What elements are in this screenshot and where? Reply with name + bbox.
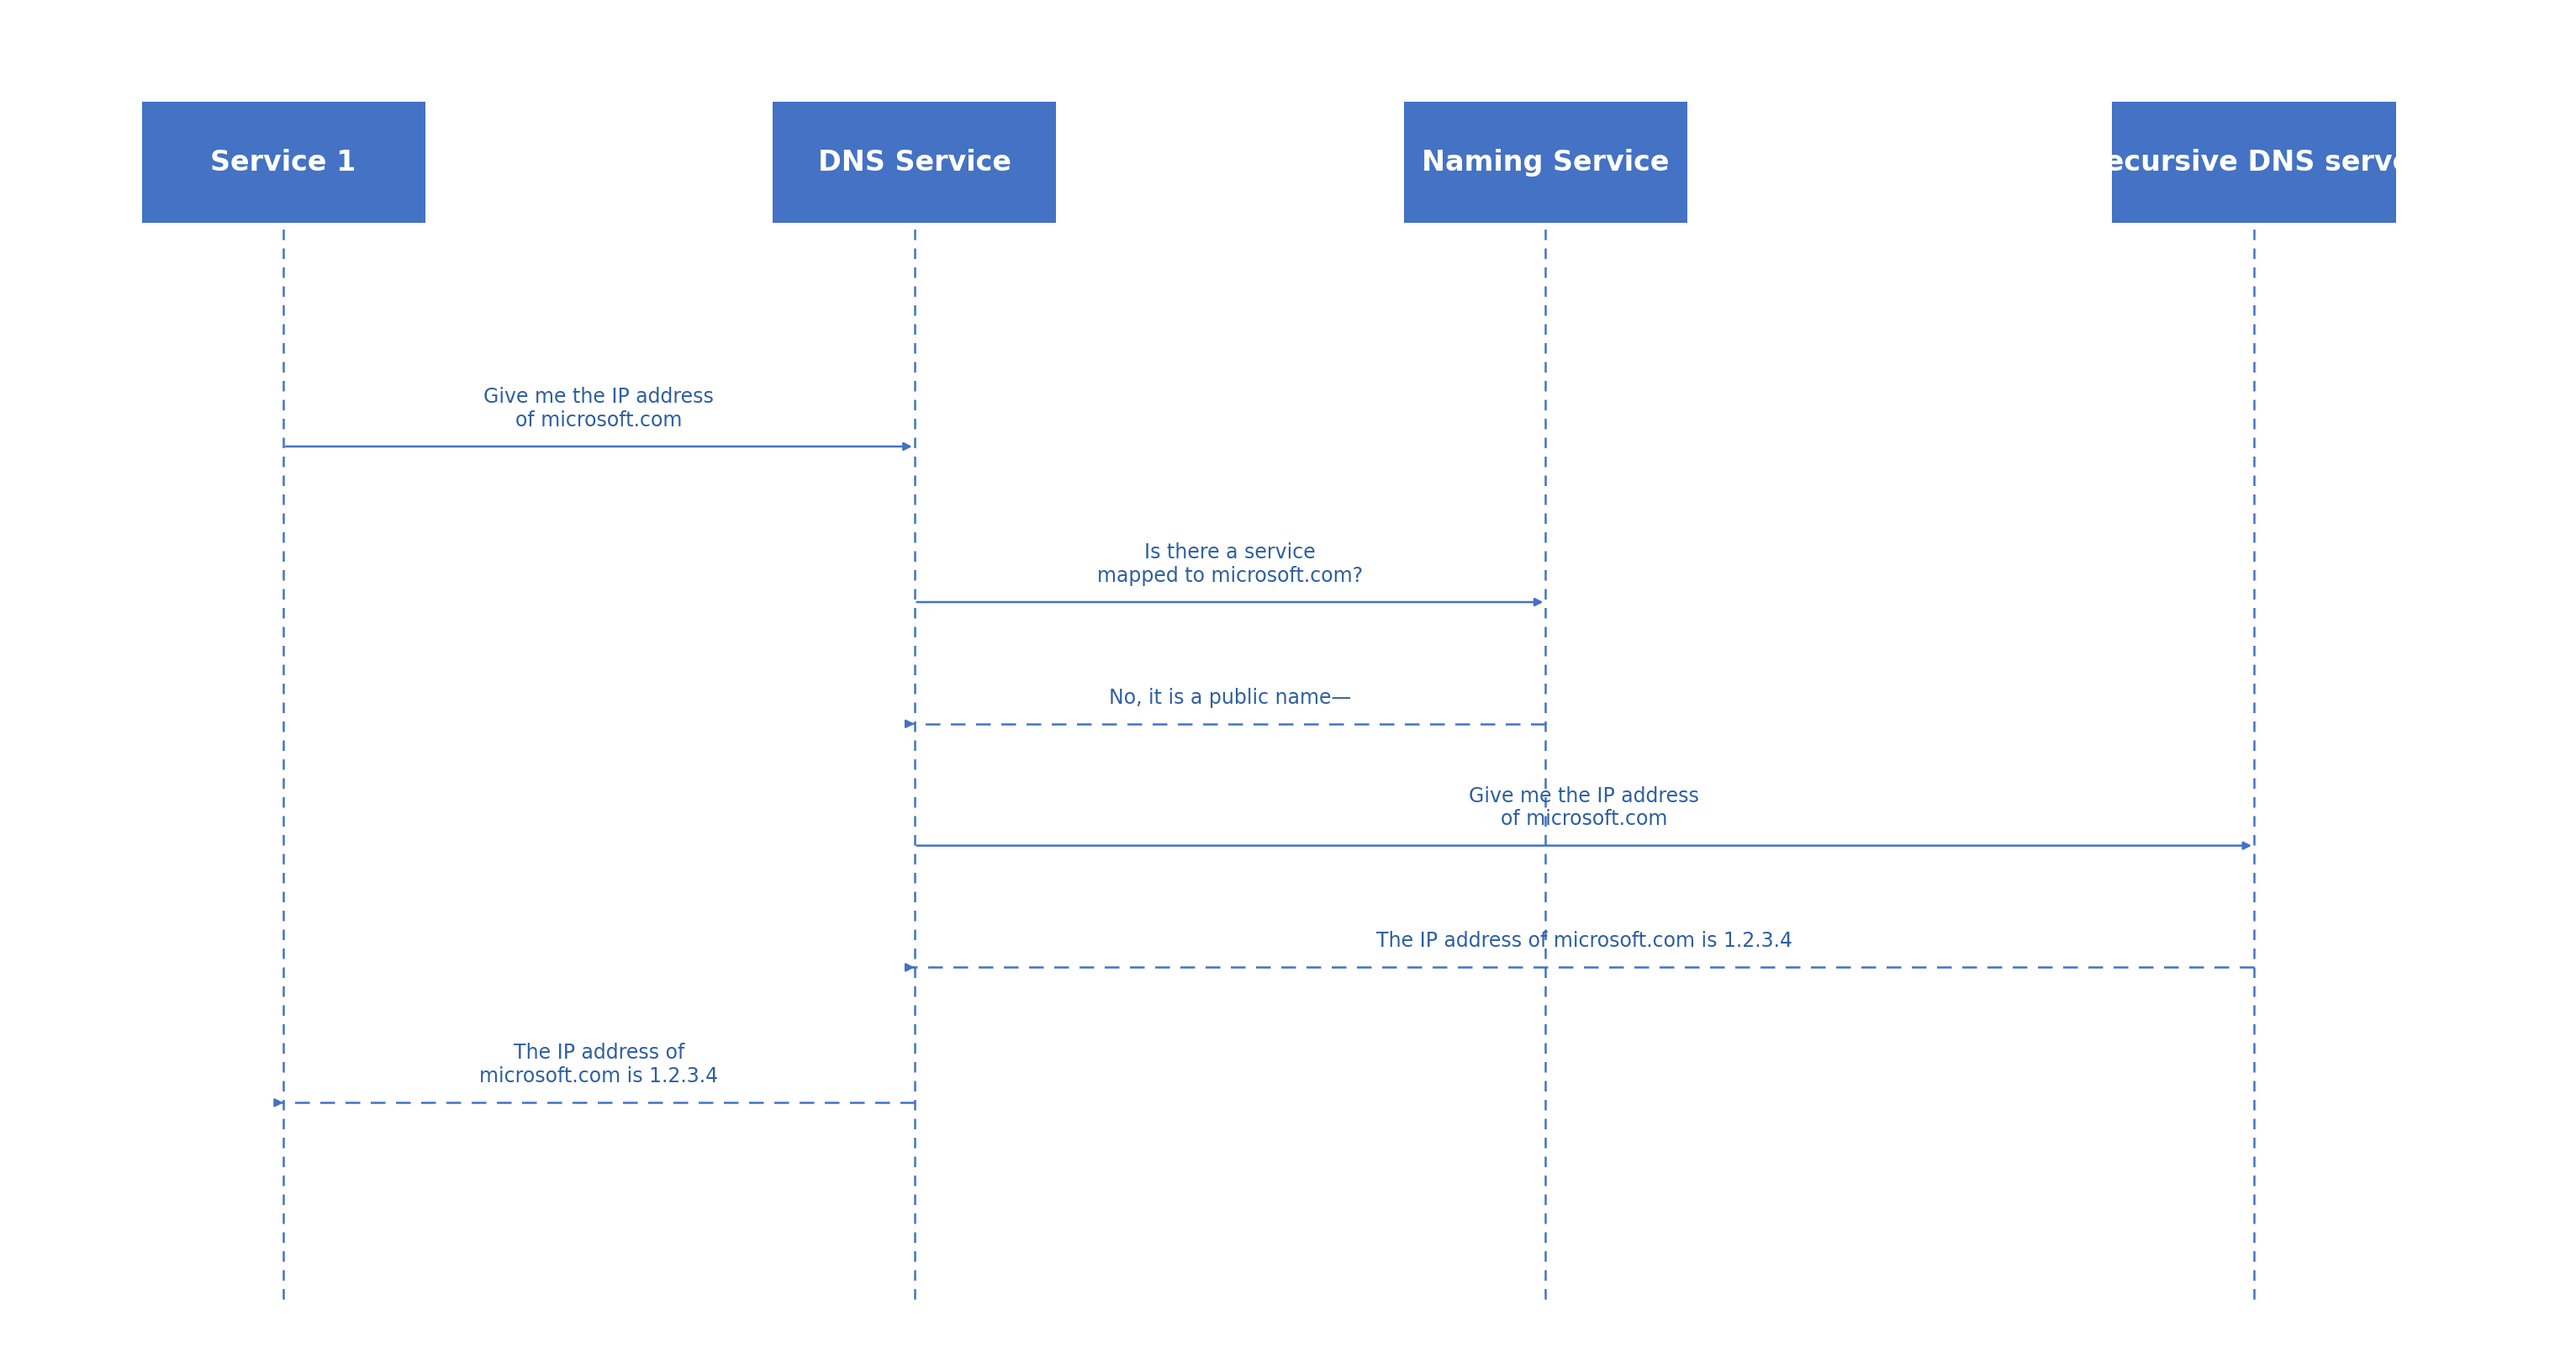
Text: Recursive DNS server: Recursive DNS server bbox=[2084, 149, 2424, 176]
FancyBboxPatch shape bbox=[142, 101, 425, 223]
Text: Is there a service
mapped to microsoft.com?: Is there a service mapped to microsoft.c… bbox=[1097, 543, 1363, 586]
FancyBboxPatch shape bbox=[1404, 101, 1687, 223]
Text: The IP address of microsoft.com is 1.2.3.4: The IP address of microsoft.com is 1.2.3… bbox=[1376, 931, 1793, 951]
Text: Give me the IP address
of microsoft.com: Give me the IP address of microsoft.com bbox=[484, 387, 714, 430]
Text: The IP address of
microsoft.com is 1.2.3.4: The IP address of microsoft.com is 1.2.3… bbox=[479, 1043, 719, 1086]
FancyBboxPatch shape bbox=[773, 101, 1056, 223]
Text: Service 1: Service 1 bbox=[211, 149, 355, 176]
FancyBboxPatch shape bbox=[2112, 101, 2396, 223]
Text: Naming Service: Naming Service bbox=[1422, 149, 1669, 176]
Text: Give me the IP address
of microsoft.com: Give me the IP address of microsoft.com bbox=[1468, 786, 1700, 829]
Text: No, it is a public name—: No, it is a public name— bbox=[1108, 687, 1352, 708]
Text: DNS Service: DNS Service bbox=[817, 149, 1012, 176]
